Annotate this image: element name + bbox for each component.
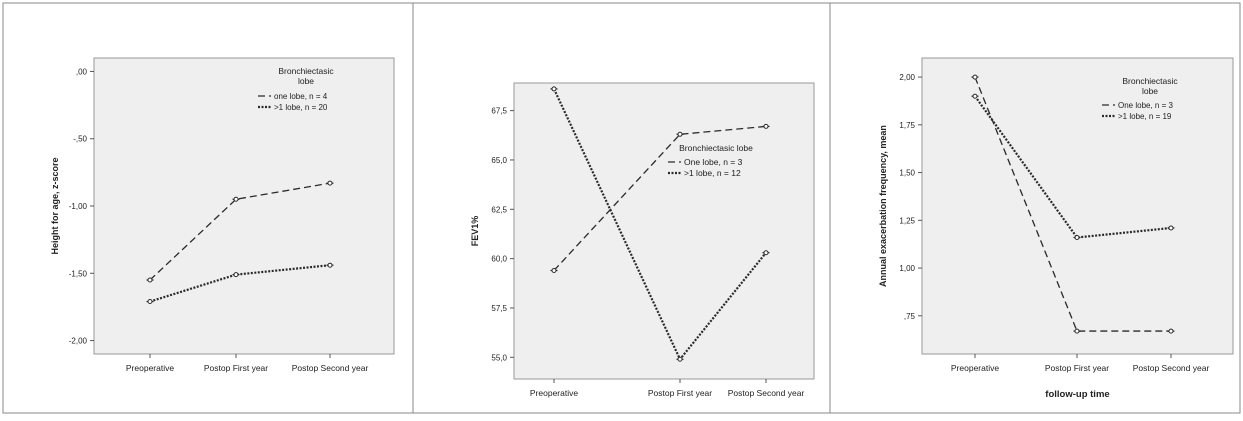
data-point bbox=[232, 272, 240, 278]
legend-title: Bronchiectasic bbox=[278, 66, 334, 76]
legend-label: >1 lobe, n = 12 bbox=[684, 168, 741, 178]
x-tick-label: Preoperative bbox=[951, 363, 999, 373]
point-marker bbox=[1168, 328, 1174, 334]
point-marker bbox=[677, 356, 683, 362]
point-marker bbox=[763, 123, 769, 129]
point-marker bbox=[1074, 328, 1080, 334]
series-line-1 bbox=[974, 76, 1171, 332]
y-tick-label: -1,00 bbox=[69, 202, 88, 211]
data-point bbox=[971, 74, 979, 80]
data-point bbox=[762, 123, 770, 129]
data-point bbox=[676, 356, 684, 362]
data-point bbox=[550, 86, 558, 92]
chart-panel-3: 2,00 1,75 1,50 1,25 1,00 ,75 Preoperative Posto… bbox=[829, 2, 1241, 414]
point-marker bbox=[233, 272, 239, 278]
y-tick-label: ,00 bbox=[76, 67, 88, 76]
y-tick-label: 65,0 bbox=[491, 156, 507, 165]
data-point bbox=[1073, 328, 1081, 334]
y-axis-label: FEV1% bbox=[470, 216, 480, 247]
data-point bbox=[676, 131, 684, 137]
x-axis-label: follow-up time bbox=[1045, 389, 1109, 400]
point-marker bbox=[147, 299, 153, 305]
data-point bbox=[146, 277, 154, 283]
point-marker bbox=[972, 74, 978, 80]
point-marker bbox=[327, 180, 333, 186]
y-tick-label: 2,00 bbox=[899, 73, 915, 82]
y-tick-label: 57,5 bbox=[491, 304, 507, 313]
data-point bbox=[326, 180, 334, 186]
y-tick-label: 1,00 bbox=[899, 264, 915, 273]
y-tick-label: -,50 bbox=[73, 135, 87, 144]
x-tick-label: Postop First year bbox=[648, 388, 712, 398]
y-tick-label: ,75 bbox=[904, 312, 916, 321]
y-tick-label: 55,0 bbox=[491, 353, 507, 362]
x-tick-label: Preoperative bbox=[126, 363, 174, 373]
series-line-1 bbox=[149, 182, 331, 281]
plot-area bbox=[921, 57, 1234, 355]
chart-panel-2: 67,5 65,0 62,5 60,0 57,5 55,0 Preoperative Post… bbox=[412, 2, 831, 414]
point-marker bbox=[1168, 225, 1174, 231]
y-tick-label: 1,25 bbox=[899, 216, 915, 225]
data-point bbox=[232, 196, 240, 202]
x-tick-label: Postop First year bbox=[204, 363, 268, 373]
legend-title: Bronchiectasic bbox=[1122, 76, 1178, 86]
legend-label: one lobe, n = 4 bbox=[274, 92, 328, 101]
legend-label: >1 lobe, n = 19 bbox=[1118, 112, 1172, 121]
x-tick-label: Postop Second year bbox=[728, 388, 805, 398]
y-tick-label: -2,00 bbox=[69, 337, 88, 346]
x-tick-label: Preoperative bbox=[530, 388, 578, 398]
legend-title: Bronchiectasic lobe bbox=[679, 143, 753, 153]
x-tick-label: Postop Second year bbox=[292, 363, 369, 373]
data-point bbox=[146, 299, 154, 305]
point-marker bbox=[677, 131, 683, 137]
legend-title: lobe bbox=[1142, 86, 1158, 96]
data-point bbox=[1167, 225, 1175, 231]
plot-area bbox=[513, 82, 815, 380]
y-tick-label: 60,0 bbox=[491, 255, 507, 264]
data-point bbox=[326, 262, 334, 268]
x-tick-label: Postop First year bbox=[1045, 363, 1109, 373]
plot-area bbox=[93, 57, 395, 355]
y-axis-label: Annual exacerbation frequency, mean bbox=[878, 125, 888, 287]
data-point bbox=[1073, 235, 1081, 241]
legend: Bronchiectasic lobe One lobe, n = 3>1 lob… bbox=[668, 143, 753, 178]
point-marker bbox=[1074, 235, 1080, 241]
y-tick-label: -1,50 bbox=[69, 269, 88, 278]
series-line-1 bbox=[553, 125, 767, 271]
point-marker bbox=[551, 267, 557, 273]
legend-label: One lobe, n = 3 bbox=[1118, 101, 1173, 110]
point-marker bbox=[763, 250, 769, 256]
legend-label: One lobe, n = 3 bbox=[684, 157, 743, 167]
point-marker bbox=[233, 196, 239, 202]
point-marker bbox=[551, 86, 557, 92]
data-point bbox=[550, 267, 558, 273]
data-point bbox=[1167, 328, 1175, 334]
point-marker bbox=[147, 277, 153, 283]
x-tick-label: Postop Second year bbox=[1133, 363, 1210, 373]
data-point bbox=[762, 250, 770, 256]
y-tick-label: 1,50 bbox=[899, 169, 915, 178]
legend-title: lobe bbox=[298, 76, 314, 86]
y-tick-label: 67,5 bbox=[491, 107, 507, 116]
point-marker bbox=[972, 93, 978, 99]
legend-label: >1 lobe, n = 20 bbox=[274, 103, 328, 112]
point-marker bbox=[327, 262, 333, 268]
chart-panel-1: ,00 -,50 -1,00 -1,50 -2,00 Preoperative Postop… bbox=[2, 2, 414, 414]
data-point bbox=[971, 93, 979, 99]
y-tick-label: 1,75 bbox=[899, 121, 915, 130]
y-axis-label: Height for age, z-score bbox=[50, 157, 60, 254]
y-tick-label: 62,5 bbox=[491, 205, 507, 214]
